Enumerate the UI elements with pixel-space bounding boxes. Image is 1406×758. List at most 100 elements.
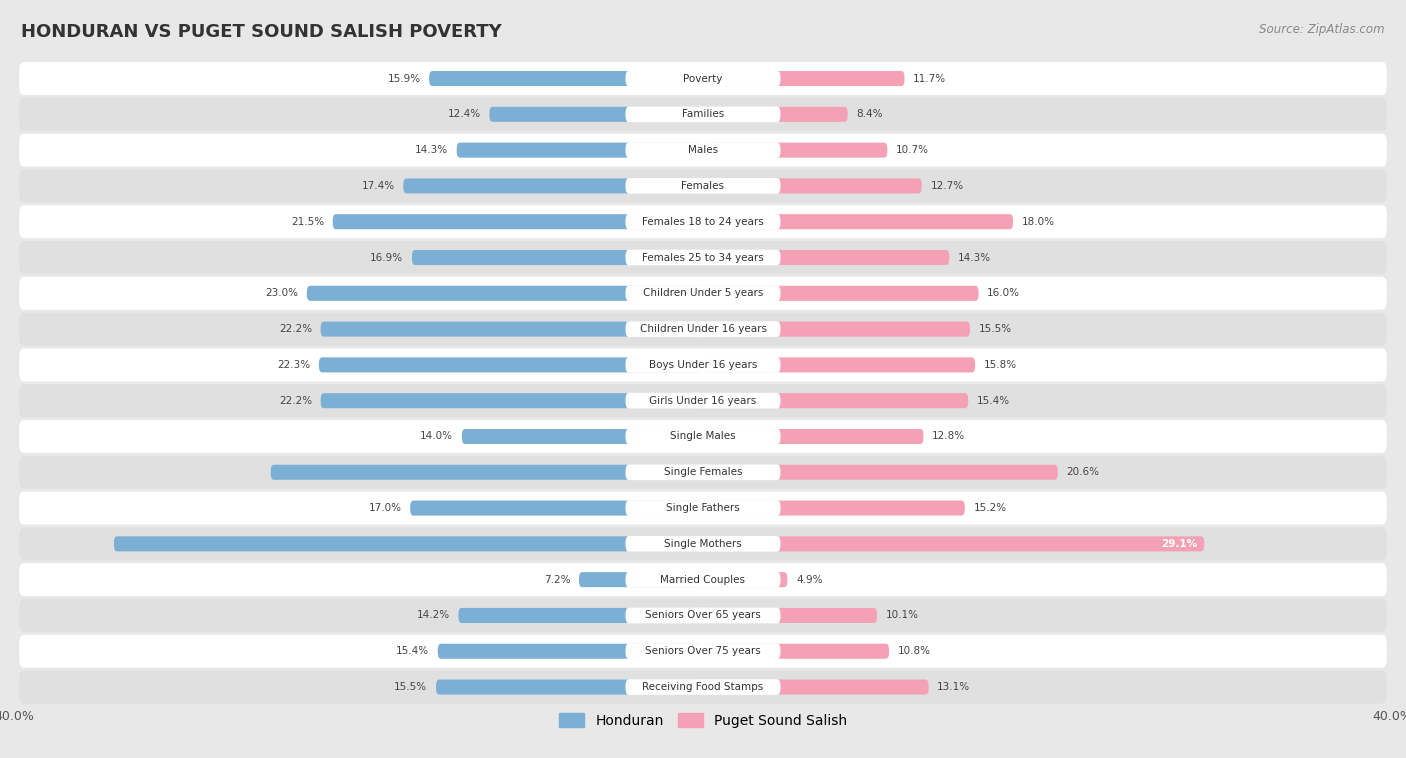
Text: 14.3%: 14.3% bbox=[415, 145, 449, 155]
Text: Females 25 to 34 years: Females 25 to 34 years bbox=[643, 252, 763, 262]
Text: 14.0%: 14.0% bbox=[420, 431, 453, 441]
FancyBboxPatch shape bbox=[626, 536, 780, 552]
Text: 17.4%: 17.4% bbox=[361, 181, 395, 191]
FancyBboxPatch shape bbox=[436, 679, 703, 694]
Text: 34.2%: 34.2% bbox=[659, 539, 696, 549]
Text: 17.0%: 17.0% bbox=[368, 503, 402, 513]
FancyBboxPatch shape bbox=[703, 71, 904, 86]
FancyBboxPatch shape bbox=[626, 178, 780, 194]
Text: Poverty: Poverty bbox=[683, 74, 723, 83]
FancyBboxPatch shape bbox=[20, 599, 1386, 632]
Legend: Honduran, Puget Sound Salish: Honduran, Puget Sound Salish bbox=[554, 707, 852, 734]
FancyBboxPatch shape bbox=[626, 214, 780, 230]
Text: 10.8%: 10.8% bbox=[897, 647, 931, 656]
FancyBboxPatch shape bbox=[20, 62, 1386, 95]
FancyBboxPatch shape bbox=[703, 107, 848, 122]
FancyBboxPatch shape bbox=[626, 679, 780, 695]
Text: 22.3%: 22.3% bbox=[277, 360, 311, 370]
FancyBboxPatch shape bbox=[20, 420, 1386, 453]
FancyBboxPatch shape bbox=[703, 393, 969, 409]
FancyBboxPatch shape bbox=[626, 286, 780, 301]
FancyBboxPatch shape bbox=[703, 500, 965, 515]
FancyBboxPatch shape bbox=[114, 537, 703, 551]
Text: 15.4%: 15.4% bbox=[977, 396, 1010, 406]
Text: 7.2%: 7.2% bbox=[544, 575, 571, 584]
FancyBboxPatch shape bbox=[271, 465, 703, 480]
FancyBboxPatch shape bbox=[333, 215, 703, 229]
FancyBboxPatch shape bbox=[626, 70, 780, 86]
Text: 12.7%: 12.7% bbox=[931, 181, 963, 191]
FancyBboxPatch shape bbox=[429, 71, 703, 86]
FancyBboxPatch shape bbox=[626, 608, 780, 623]
Text: Females: Females bbox=[682, 181, 724, 191]
Text: 10.7%: 10.7% bbox=[896, 145, 929, 155]
Text: 8.4%: 8.4% bbox=[856, 109, 883, 119]
Text: 12.4%: 12.4% bbox=[447, 109, 481, 119]
FancyBboxPatch shape bbox=[437, 644, 703, 659]
FancyBboxPatch shape bbox=[307, 286, 703, 301]
FancyBboxPatch shape bbox=[626, 249, 780, 265]
FancyBboxPatch shape bbox=[626, 357, 780, 373]
Text: Boys Under 16 years: Boys Under 16 years bbox=[648, 360, 758, 370]
FancyBboxPatch shape bbox=[20, 456, 1386, 489]
FancyBboxPatch shape bbox=[703, 429, 924, 444]
FancyBboxPatch shape bbox=[20, 98, 1386, 131]
FancyBboxPatch shape bbox=[321, 393, 703, 409]
FancyBboxPatch shape bbox=[20, 277, 1386, 310]
Text: 15.9%: 15.9% bbox=[388, 74, 420, 83]
FancyBboxPatch shape bbox=[20, 492, 1386, 525]
Text: Children Under 5 years: Children Under 5 years bbox=[643, 288, 763, 299]
Text: Single Females: Single Females bbox=[664, 467, 742, 478]
Text: 12.8%: 12.8% bbox=[932, 431, 965, 441]
FancyBboxPatch shape bbox=[411, 500, 703, 515]
Text: Females 18 to 24 years: Females 18 to 24 years bbox=[643, 217, 763, 227]
FancyBboxPatch shape bbox=[703, 644, 889, 659]
Text: 11.7%: 11.7% bbox=[912, 74, 946, 83]
Text: Receiving Food Stamps: Receiving Food Stamps bbox=[643, 682, 763, 692]
FancyBboxPatch shape bbox=[20, 241, 1386, 274]
Text: 23.0%: 23.0% bbox=[266, 288, 298, 299]
FancyBboxPatch shape bbox=[626, 644, 780, 659]
FancyBboxPatch shape bbox=[404, 178, 703, 193]
FancyBboxPatch shape bbox=[20, 528, 1386, 560]
Text: 4.9%: 4.9% bbox=[796, 575, 823, 584]
Text: Children Under 16 years: Children Under 16 years bbox=[640, 324, 766, 334]
Text: Males: Males bbox=[688, 145, 718, 155]
FancyBboxPatch shape bbox=[412, 250, 703, 265]
FancyBboxPatch shape bbox=[703, 537, 1204, 551]
FancyBboxPatch shape bbox=[626, 428, 780, 444]
Text: 25.1%: 25.1% bbox=[659, 467, 696, 478]
Text: 10.1%: 10.1% bbox=[886, 610, 918, 621]
FancyBboxPatch shape bbox=[703, 357, 976, 372]
FancyBboxPatch shape bbox=[579, 572, 703, 587]
FancyBboxPatch shape bbox=[703, 178, 922, 193]
FancyBboxPatch shape bbox=[20, 671, 1386, 703]
FancyBboxPatch shape bbox=[703, 286, 979, 301]
Text: HONDURAN VS PUGET SOUND SALISH POVERTY: HONDURAN VS PUGET SOUND SALISH POVERTY bbox=[21, 23, 502, 41]
FancyBboxPatch shape bbox=[489, 107, 703, 122]
FancyBboxPatch shape bbox=[626, 465, 780, 480]
FancyBboxPatch shape bbox=[457, 143, 703, 158]
FancyBboxPatch shape bbox=[20, 384, 1386, 417]
Text: Single Fathers: Single Fathers bbox=[666, 503, 740, 513]
Text: Married Couples: Married Couples bbox=[661, 575, 745, 584]
Text: Single Mothers: Single Mothers bbox=[664, 539, 742, 549]
Text: 16.0%: 16.0% bbox=[987, 288, 1021, 299]
Text: 22.2%: 22.2% bbox=[278, 396, 312, 406]
FancyBboxPatch shape bbox=[703, 679, 928, 694]
FancyBboxPatch shape bbox=[703, 250, 949, 265]
FancyBboxPatch shape bbox=[20, 563, 1386, 596]
FancyBboxPatch shape bbox=[20, 349, 1386, 381]
FancyBboxPatch shape bbox=[703, 572, 787, 587]
FancyBboxPatch shape bbox=[20, 312, 1386, 346]
Text: 14.2%: 14.2% bbox=[416, 610, 450, 621]
Text: 22.2%: 22.2% bbox=[278, 324, 312, 334]
FancyBboxPatch shape bbox=[626, 500, 780, 516]
FancyBboxPatch shape bbox=[20, 205, 1386, 238]
FancyBboxPatch shape bbox=[20, 170, 1386, 202]
Text: Families: Families bbox=[682, 109, 724, 119]
Text: 15.4%: 15.4% bbox=[396, 647, 429, 656]
FancyBboxPatch shape bbox=[626, 321, 780, 337]
FancyBboxPatch shape bbox=[626, 106, 780, 122]
Text: 15.8%: 15.8% bbox=[984, 360, 1017, 370]
